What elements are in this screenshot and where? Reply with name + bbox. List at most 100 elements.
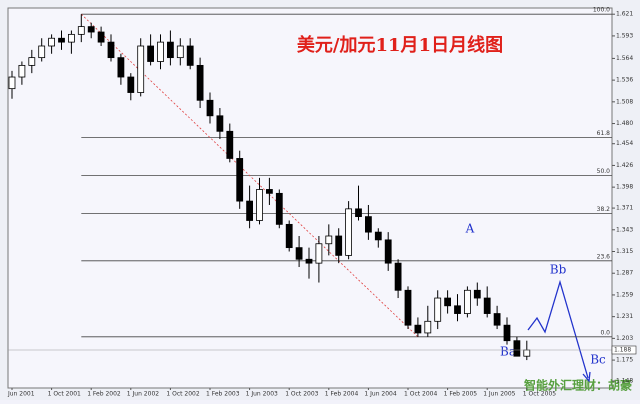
candle-body	[463, 289, 471, 314]
arrow-head	[582, 371, 591, 383]
x-tick-label: 1 Feb 2005	[444, 391, 478, 398]
x-tick-label: 1 Jun 2004	[364, 391, 396, 398]
candle-body	[355, 208, 362, 218]
candle-body	[444, 297, 452, 307]
candle-body	[493, 313, 501, 326]
y-tick-label: 1.564	[616, 55, 633, 62]
candle-body	[226, 130, 234, 159]
candle-body	[473, 289, 481, 299]
fib-label: 50.0	[597, 168, 611, 175]
candle-body	[206, 99, 214, 117]
layer: 1.621 1.593 1.564 1.536 1.508 1.480 1.454 1.426…	[7, 7, 637, 398]
x-tick-label: 1 Feb 2003	[206, 391, 240, 398]
candle-body	[523, 349, 531, 357]
y-tick-label: 1.231	[616, 313, 633, 320]
x-tick-label: 1 Oct 2002	[166, 391, 199, 398]
x-tick-label: 1 Feb 2004	[325, 391, 359, 398]
x-tick-label: 1 Oct 2005	[523, 391, 556, 398]
candle-body	[137, 45, 145, 93]
candle-body	[265, 189, 273, 194]
candle-body	[18, 64, 26, 78]
y-tick-label: 1.621	[616, 11, 633, 18]
x-tick-label: 1 Jun 2003	[246, 391, 278, 398]
annotation: A	[465, 222, 475, 236]
candle-body	[196, 64, 204, 101]
candle-body	[285, 223, 293, 249]
candle-body	[325, 235, 333, 245]
candle-body	[275, 192, 283, 225]
y-tick-label: 1.593	[616, 32, 633, 39]
plot-area	[7, 7, 613, 389]
x-tick-label: 1 Oct 2001	[48, 391, 81, 398]
candle-body	[364, 216, 372, 233]
candle-body	[176, 45, 184, 59]
candle-body	[335, 235, 343, 256]
y-tick-label: 1.398	[616, 184, 633, 191]
candle-body	[394, 262, 402, 291]
candle-body	[305, 258, 313, 264]
y-tick-label: 1.480	[616, 120, 633, 127]
last-price-box	[611, 345, 637, 355]
footer: 智能外汇理财：胡豪	[523, 378, 632, 393]
y-tick-label: 1.203	[616, 335, 633, 342]
y-tick-label: 1.426	[616, 162, 633, 169]
y-tick-label: 1.343	[616, 226, 633, 233]
annotation: Bb	[550, 263, 567, 277]
candle-body	[28, 57, 36, 66]
y-tick-label: 1.508	[616, 98, 633, 105]
fib-label: 38.2	[597, 206, 611, 213]
candle-body	[503, 324, 511, 342]
candle-body	[8, 76, 16, 90]
candle-body	[315, 243, 323, 264]
candle-body	[236, 158, 244, 202]
candle-body	[384, 239, 392, 264]
annotation: Bc	[590, 353, 606, 367]
y-tick-label: 1.315	[616, 248, 633, 255]
candle-body	[48, 37, 55, 47]
candle-body	[345, 208, 353, 256]
x-tick-label: 1 Oct 2003	[285, 391, 318, 398]
y-tick-label: 1.175	[616, 357, 633, 364]
candle-body	[424, 320, 432, 334]
candle-body	[157, 41, 164, 62]
y-tick-label: 1.371	[616, 205, 633, 212]
candle-body	[68, 33, 75, 43]
candle-body	[454, 305, 461, 314]
fib-label: 23.6	[597, 253, 611, 260]
candle-body	[87, 26, 95, 33]
candle-body	[216, 115, 224, 132]
fib-label: 100.0	[593, 7, 610, 14]
candle-body	[414, 324, 422, 334]
y-tick-label: 1.287	[616, 270, 633, 277]
y-tick-label: 1.454	[616, 140, 633, 147]
wave-path	[527, 279, 589, 379]
candle-body	[77, 26, 85, 35]
candle-body	[374, 231, 382, 241]
fib-label: 61.8	[597, 130, 611, 137]
x-tick-label: 1 Feb 2002	[87, 391, 121, 398]
candle-body	[256, 189, 263, 221]
candle-body	[434, 297, 442, 322]
x-tick-label: 1 Jun 2005	[483, 391, 515, 398]
chart-title: 美元/加元11月1日月线图	[297, 34, 503, 56]
candle-body	[246, 200, 254, 221]
candle-body	[127, 76, 135, 93]
y-tick-label: 1.148	[616, 378, 633, 385]
fib-label: 0.0	[600, 329, 610, 336]
candle-body	[58, 37, 65, 43]
candle-body	[513, 340, 521, 357]
x-tick-label: 1 Oct 2004	[404, 391, 437, 398]
candle-body	[97, 31, 105, 43]
y-tick-label: 1.259	[616, 291, 633, 298]
y-tick-label: 1.536	[616, 77, 633, 84]
candle-body	[38, 45, 46, 59]
candle-body	[404, 289, 412, 326]
candle-body	[483, 297, 491, 314]
candle-body	[107, 41, 115, 59]
candle-body	[186, 45, 194, 66]
x-tick-label: Jun 2001	[7, 391, 35, 398]
annotation: Ba	[500, 345, 516, 359]
candle-body	[117, 57, 125, 78]
